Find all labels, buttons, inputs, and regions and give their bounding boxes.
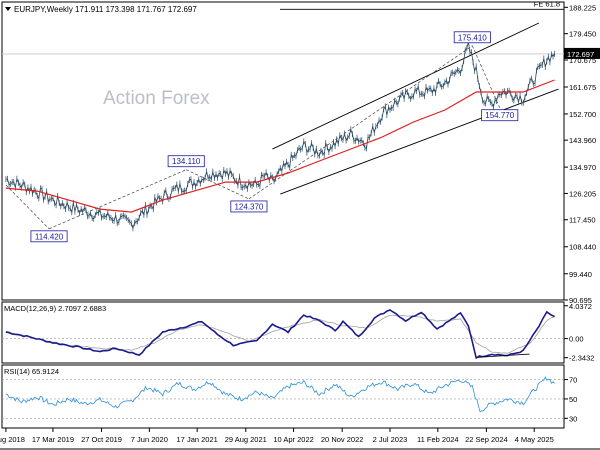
pane-frame-1 bbox=[1, 301, 565, 364]
y-tick-label: 134.970 bbox=[569, 163, 596, 172]
y-tick-label: 143.960 bbox=[569, 136, 596, 145]
annotation-box bbox=[167, 155, 205, 168]
y-tick-label: 117.450 bbox=[569, 216, 596, 225]
macd-line bbox=[5, 309, 555, 360]
y-tick-label: 188.225 bbox=[569, 3, 596, 12]
y-tick-label: 170.675 bbox=[569, 56, 596, 65]
wave-dashed-line bbox=[186, 169, 250, 200]
x-tick-label: 27 Oct 2019 bbox=[81, 435, 122, 444]
rsi-tick-label: 30 bbox=[569, 414, 577, 423]
x-tick-label: 22 Sep 2024 bbox=[465, 435, 508, 444]
main-title: EURJPY,Weekly 171.911 173.398 171.767 17… bbox=[14, 5, 197, 14]
rsi-title: RSI(14) 65.9124 bbox=[4, 367, 59, 376]
rsi-tick-label: 70 bbox=[569, 376, 577, 385]
annotation-box bbox=[453, 31, 491, 44]
pane-frame-0 bbox=[1, 1, 565, 301]
macd-tick-label: 0.00 bbox=[569, 335, 584, 344]
annotation-box bbox=[30, 230, 68, 243]
x-tick-label: 4 May 2025 bbox=[515, 435, 554, 444]
annotation-label: 124.370 bbox=[234, 202, 263, 211]
annotation-label: 154.770 bbox=[485, 111, 514, 120]
moving-average-line bbox=[5, 79, 555, 213]
macd-tick-label: -2.3432 bbox=[569, 354, 594, 363]
rsi-tick-label: 50 bbox=[569, 395, 577, 404]
pane-frame-2 bbox=[1, 364, 565, 429]
rsi-line bbox=[5, 376, 555, 413]
watermark: Action Forex bbox=[103, 88, 210, 109]
title-dropdown-icon bbox=[5, 7, 11, 11]
annotation-label: 175.410 bbox=[458, 33, 487, 42]
wave-dashed-line bbox=[5, 184, 50, 230]
x-tick-label: 10 Apr 2022 bbox=[273, 435, 313, 444]
price-line bbox=[5, 41, 555, 230]
y-tick-label: 90.695 bbox=[569, 296, 592, 305]
x-tick-label: 11 Feb 2024 bbox=[417, 435, 459, 444]
annotation-box bbox=[230, 200, 268, 213]
last-price-box bbox=[564, 47, 600, 59]
y-tick-label: 99.440 bbox=[569, 270, 592, 279]
x-tick-label: 20 Nov 2022 bbox=[321, 435, 364, 444]
x-tick-label: 17 Jan 2021 bbox=[177, 435, 218, 444]
macd-divergence-line bbox=[477, 353, 530, 358]
annotation-label: 134.110 bbox=[172, 157, 201, 166]
x-tick-label: 5 Aug 2018 bbox=[0, 435, 25, 444]
channel-line-upper bbox=[272, 22, 540, 150]
y-tick-label: 161.675 bbox=[569, 83, 596, 92]
macd-title: MACD(12,26,9) 2.7097 2.6883 bbox=[4, 304, 106, 313]
last-price-label: 172.697 bbox=[567, 50, 594, 59]
y-tick-label: 108.440 bbox=[569, 243, 596, 252]
x-tick-label: 29 Aug 2021 bbox=[225, 435, 267, 444]
channel-line-lower bbox=[280, 88, 559, 195]
fib-label: FE 61.8 bbox=[534, 0, 560, 8]
macd-signal-line bbox=[5, 314, 555, 354]
y-tick-label: 152.700 bbox=[569, 110, 596, 119]
annotation-label: 114.420 bbox=[35, 232, 64, 241]
x-tick-label: 17 Mar 2019 bbox=[32, 435, 74, 444]
annotation-box bbox=[481, 109, 519, 122]
x-tick-label: 7 Jun 2020 bbox=[131, 435, 168, 444]
y-tick-label: 179.450 bbox=[569, 30, 596, 39]
macd-tick-label: 4.0372 bbox=[569, 302, 592, 311]
y-tick-label: 126.205 bbox=[569, 189, 596, 198]
x-tick-label: 2 Jul 2023 bbox=[373, 435, 408, 444]
